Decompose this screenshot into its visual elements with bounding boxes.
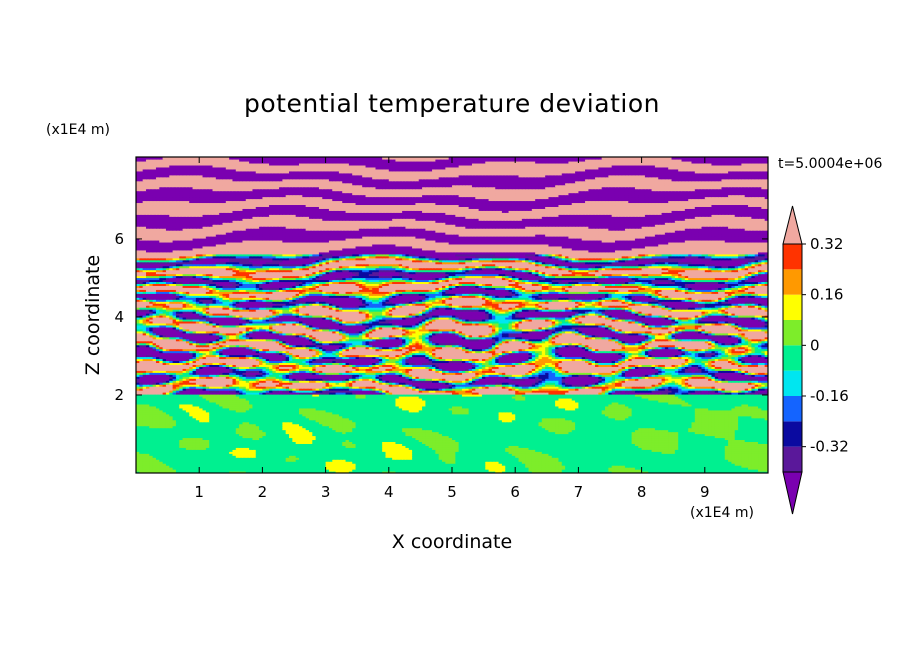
contour-field [136,157,769,474]
x-axis-label: X coordinate [392,531,512,553]
y-axis-label: Z coordinate [82,255,104,375]
time-label: t=5.0004e+06 [778,156,882,172]
chart-title: potential temperature deviation [244,89,660,118]
plot-area [136,157,769,474]
x-unit-label: (x1E4 m) [690,505,754,521]
y-unit-label: (x1E4 m) [46,122,110,138]
